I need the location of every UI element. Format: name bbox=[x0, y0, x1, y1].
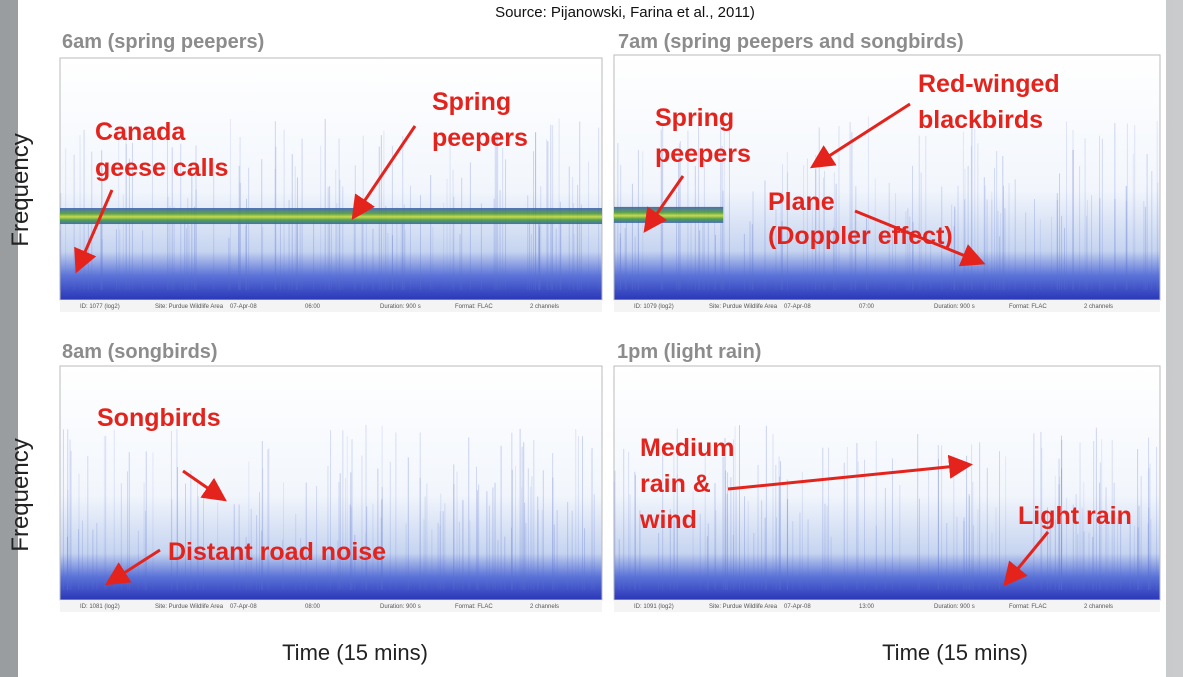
footer-text: 07:00 bbox=[859, 304, 875, 310]
spectrogram bbox=[613, 54, 1161, 301]
content: Source: Pijanowski, Farina et al., 2011)… bbox=[7, 4, 1161, 665]
arrow bbox=[727, 454, 973, 491]
footer-text: Format: FLAC bbox=[1009, 604, 1047, 610]
spectrogram-panel: ID: 1079 (log2) Site: Purdue Wildlife Are… bbox=[613, 31, 1161, 312]
footer-text: ID: 1077 (log2) bbox=[80, 304, 120, 310]
annotation: wind bbox=[639, 506, 697, 534]
spectrogram-panel: ID: 1077 (log2) Site: Purdue Wildlife Are… bbox=[59, 31, 603, 312]
x-axis-label: Time (15 mins) bbox=[882, 640, 1028, 665]
spectrogram bbox=[59, 57, 603, 301]
footer-text: Site: Purdue Wildlife Area bbox=[155, 604, 224, 610]
footer-text: 07-Apr-08 bbox=[784, 604, 811, 610]
footer-text: 07-Apr-08 bbox=[230, 604, 257, 610]
arrow bbox=[351, 125, 417, 220]
footer-text: Site: Purdue Wildlife Area bbox=[709, 304, 778, 310]
panel-title: 6am (spring peepers) bbox=[62, 31, 264, 53]
source: Source: Pijanowski, Farina et al., 2011) bbox=[495, 4, 755, 21]
footer-text: Site: Purdue Wildlife Area bbox=[709, 604, 778, 610]
arrow bbox=[74, 189, 114, 274]
footer-text: Duration: 900 s bbox=[380, 604, 421, 610]
footer-text: ID: 1081 (log2) bbox=[80, 604, 120, 610]
peeper-band bbox=[614, 206, 724, 223]
footer-text: 2 channels bbox=[1084, 304, 1113, 310]
y-axis-label: Frequency bbox=[7, 133, 34, 246]
footer-text: Duration: 900 s bbox=[934, 304, 975, 310]
x-axis-label: Time (15 mins) bbox=[282, 640, 428, 665]
annotation: Light rain bbox=[1018, 502, 1132, 530]
footer-text: Duration: 900 s bbox=[380, 304, 421, 310]
annotation: Spring bbox=[655, 104, 734, 132]
arrow bbox=[854, 209, 986, 267]
y-axis-label: Frequency bbox=[7, 438, 34, 551]
footer-bar bbox=[614, 600, 1160, 612]
footer-bar bbox=[60, 600, 602, 612]
annotation: Medium bbox=[640, 434, 734, 462]
annotation: rain & bbox=[640, 470, 711, 498]
footer-bar bbox=[614, 300, 1160, 312]
annotation: geese calls bbox=[95, 154, 228, 182]
panel-title: 1pm (light rain) bbox=[617, 341, 761, 363]
footer-text: ID: 1079 (log2) bbox=[634, 304, 674, 310]
annotation: (Doppler effect) bbox=[768, 222, 953, 250]
footer-text: 2 channels bbox=[530, 304, 559, 310]
annotation: Distant road noise bbox=[168, 538, 386, 566]
annotation: Canada bbox=[95, 118, 186, 146]
footer-text: Format: FLAC bbox=[455, 304, 493, 310]
footer-text: ID: 1091 (log2) bbox=[634, 604, 674, 610]
annotation: blackbirds bbox=[918, 106, 1043, 134]
arrow bbox=[182, 469, 227, 502]
spectrogram bbox=[59, 365, 603, 601]
footer-text: 07-Apr-08 bbox=[784, 304, 811, 310]
arrow bbox=[1003, 531, 1050, 587]
footer-bar bbox=[60, 300, 602, 312]
footer-text: 07-Apr-08 bbox=[230, 304, 257, 310]
spectrogram bbox=[613, 365, 1161, 601]
spectrogram-panel: ID: 1091 (log2) Site: Purdue Wildlife Are… bbox=[613, 341, 1161, 612]
footer-text: Site: Purdue Wildlife Area bbox=[155, 304, 224, 310]
footer-text: 08:00 bbox=[305, 604, 321, 610]
footer-text: 13:00 bbox=[859, 604, 875, 610]
panel-title: 7am (spring peepers and songbirds) bbox=[618, 31, 964, 53]
arrow bbox=[809, 102, 911, 169]
annotation: Spring bbox=[432, 88, 511, 116]
footer-text: 2 channels bbox=[1084, 604, 1113, 610]
arrow bbox=[643, 175, 685, 233]
footer-text: 2 channels bbox=[530, 604, 559, 610]
panel-title: 8am (songbirds) bbox=[62, 341, 218, 363]
arrow bbox=[104, 548, 161, 586]
annotation: Songbirds bbox=[97, 404, 221, 432]
footer-text: 06:00 bbox=[305, 304, 321, 310]
spectrogram-panel: ID: 1081 (log2) Site: Purdue Wildlife Are… bbox=[59, 341, 603, 612]
footer-text: Duration: 900 s bbox=[934, 604, 975, 610]
footer-text: Format: FLAC bbox=[1009, 304, 1047, 310]
annotation: Red-winged bbox=[918, 70, 1060, 98]
peeper-band bbox=[60, 208, 602, 225]
annotation: peepers bbox=[655, 140, 751, 168]
annotation: Plane bbox=[768, 188, 835, 216]
annotation: peepers bbox=[432, 124, 528, 152]
footer-text: Format: FLAC bbox=[455, 604, 493, 610]
